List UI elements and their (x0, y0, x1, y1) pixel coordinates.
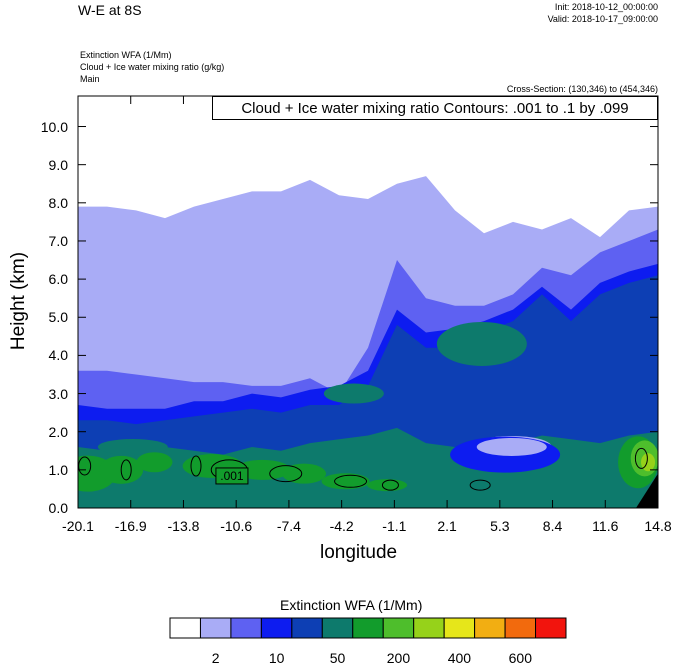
x-axis-label: longitude (320, 542, 398, 563)
cross-section-label: Cross-Section: (130,346) to (454,346) (506, 84, 658, 94)
x-tick-label: -4.2 (329, 518, 354, 534)
x-tick-label: 14.8 (644, 518, 672, 534)
x-tick-label: 11.6 (592, 518, 619, 534)
x-tick-label: -1.1 (382, 518, 407, 534)
y-axis-label: Height (km) (8, 251, 29, 351)
y-tick-label: 8.0 (48, 194, 68, 211)
y-tick-label: 5.0 (48, 309, 68, 326)
init-time: Init: 2018-10-12_00:00:00 (554, 2, 658, 12)
colorbar-swatch (474, 617, 506, 639)
colorbar-label: 200 (386, 650, 411, 666)
teal-pocket (436, 321, 527, 366)
colorbar-swatch (260, 617, 293, 639)
y-tick-label: 9.0 (48, 156, 68, 173)
green-patch (321, 473, 370, 490)
colorbar-swatch (382, 617, 415, 639)
field-mixing-ratio: Cloud + Ice water mixing ratio (g/kg) (80, 62, 225, 72)
colorbar-swatch (443, 617, 476, 639)
colorbar-title: Extinction WFA (1/Mm) (280, 597, 423, 613)
colorbar-label: 2 (211, 650, 220, 666)
terrain (636, 473, 658, 508)
x-tick-label: 8.4 (542, 518, 563, 534)
y-tick-label: 1.0 (48, 461, 68, 478)
contour-line (381, 479, 399, 491)
contour-line (120, 459, 132, 481)
valid-time: Valid: 2018-10-17_09:00:00 (547, 14, 658, 24)
y-tick-label: 4.0 (48, 347, 68, 364)
colorbar-swatch (413, 617, 445, 639)
colorbar-swatch (504, 617, 537, 639)
green-patch (234, 459, 291, 480)
chart-title: W-E at 8S (78, 2, 142, 18)
y-tick-label: 6.0 (48, 271, 68, 288)
colorbar-swatch (352, 617, 384, 639)
green-patch (136, 452, 173, 473)
x-tick-label: -7.4 (276, 518, 301, 534)
contour-line (469, 479, 491, 491)
x-tick-label: -20.1 (62, 518, 94, 534)
light-pocket (476, 437, 547, 456)
y-tick-label: 3.0 (48, 385, 68, 402)
contour-line (190, 455, 202, 477)
y-tick-label: 7.0 (48, 232, 68, 249)
x-tick-label: 5.3 (490, 518, 510, 534)
colorbar-label: 400 (447, 650, 472, 666)
x-tick-label: -10.6 (220, 518, 253, 534)
y-tick-label: 10.0 (40, 118, 68, 135)
colorbar-swatch (169, 617, 201, 639)
y-tick-label: 2.0 (48, 423, 68, 440)
colorbar-swatch (199, 617, 232, 639)
x-tick-label: 2.1 (437, 518, 457, 534)
colorbar-swatch (230, 617, 262, 639)
colorbar-swatch (321, 617, 354, 639)
colorbar-label: 50 (329, 650, 346, 666)
contour-line (634, 447, 648, 469)
contour-line (334, 474, 368, 488)
y-tick-label: 0.0 (48, 500, 68, 516)
teal-pocket (97, 438, 168, 455)
teal-pocket (323, 383, 384, 404)
contour-label: .001 (220, 469, 244, 483)
field-main: Main (80, 74, 100, 84)
colorbar-label: 10 (268, 650, 285, 666)
colorbar-label: 600 (508, 650, 532, 666)
colorbar-swatch (291, 617, 323, 639)
field-extinction: Extinction WFA (1/Mm) (80, 50, 172, 60)
contour-label-box (215, 467, 249, 485)
green-patch (282, 463, 327, 484)
colorbar-swatch (535, 617, 567, 639)
x-tick-label: -16.9 (114, 518, 147, 534)
contour-line (269, 465, 303, 483)
x-tick-label: -13.8 (167, 518, 200, 534)
contour-line (78, 456, 92, 476)
contour-info-box: Cloud + Ice water mixing ratio Contours:… (212, 96, 658, 120)
